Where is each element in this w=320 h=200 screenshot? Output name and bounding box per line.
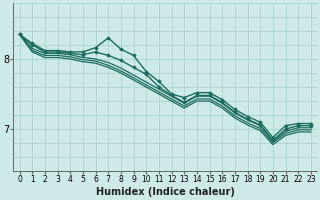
X-axis label: Humidex (Indice chaleur): Humidex (Indice chaleur) <box>96 187 235 197</box>
